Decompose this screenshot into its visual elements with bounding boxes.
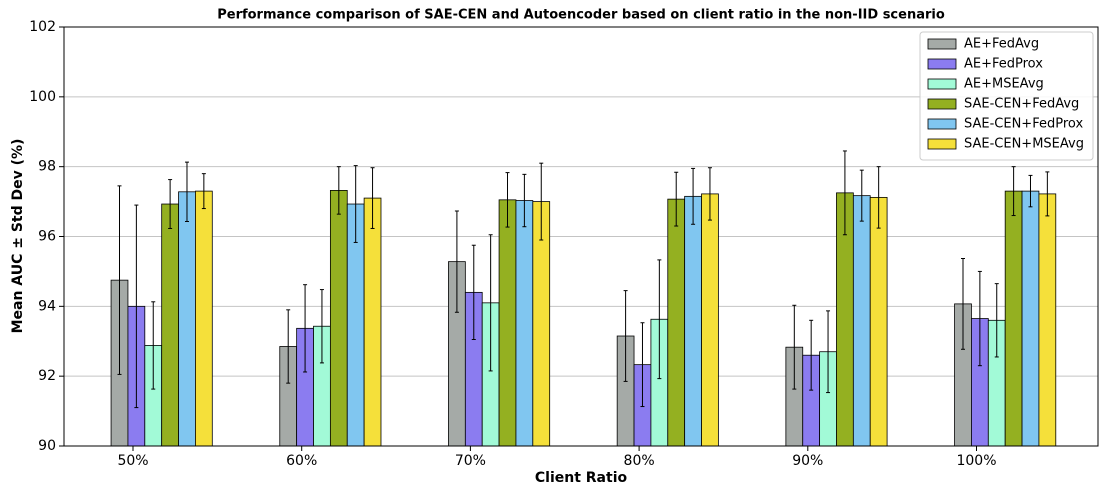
bar bbox=[667, 198, 686, 447]
legend-label: SAE-CEN+FedProx bbox=[964, 117, 1083, 132]
error-bar bbox=[977, 270, 982, 367]
error-bar bbox=[201, 173, 206, 210]
x-tick-label: 80% bbox=[624, 453, 655, 469]
error-bar bbox=[876, 166, 881, 229]
plot-frame bbox=[63, 26, 1099, 447]
error-bar bbox=[353, 165, 358, 243]
error-bar bbox=[1045, 171, 1050, 217]
x-tick-label: 60% bbox=[286, 453, 317, 469]
error-bar bbox=[168, 179, 173, 229]
y-tick-label: 90 bbox=[38, 438, 56, 454]
bar bbox=[329, 190, 348, 447]
chart-title: Performance comparison of SAE-CEN and Au… bbox=[217, 8, 945, 23]
error-bar bbox=[994, 283, 999, 358]
legend-label: SAE-CEN+MSEAvg bbox=[964, 137, 1084, 152]
error-bar bbox=[370, 167, 375, 229]
bar bbox=[363, 197, 382, 447]
error-bar bbox=[505, 172, 510, 228]
y-tick-label: 96 bbox=[38, 229, 56, 245]
legend-box bbox=[919, 31, 1094, 161]
error-bar bbox=[336, 166, 341, 215]
error-bar bbox=[522, 173, 527, 228]
error-bar bbox=[488, 234, 493, 372]
bar bbox=[515, 200, 534, 447]
error-bar bbox=[859, 169, 864, 222]
legend-swatch bbox=[927, 38, 957, 50]
legend-label: AE+FedAvg bbox=[964, 37, 1039, 52]
error-bar bbox=[792, 304, 797, 390]
bar bbox=[684, 195, 702, 447]
error-bar bbox=[319, 289, 324, 364]
y-tick-label: 102 bbox=[29, 19, 56, 35]
y-tick-label: 100 bbox=[29, 89, 56, 105]
legend-label: AE+FedProx bbox=[964, 57, 1043, 72]
bar bbox=[1038, 193, 1057, 447]
error-bar bbox=[471, 244, 476, 341]
error-bar bbox=[809, 319, 814, 391]
error-bar bbox=[151, 301, 156, 390]
y-tick-label: 98 bbox=[38, 159, 56, 175]
error-bar bbox=[674, 171, 679, 227]
error-bar bbox=[303, 284, 308, 373]
legend-swatch bbox=[927, 78, 957, 90]
error-bar bbox=[826, 310, 831, 394]
bar bbox=[195, 190, 213, 447]
bar bbox=[178, 191, 196, 447]
x-tick-label: 50% bbox=[117, 453, 148, 469]
legend-swatch bbox=[927, 138, 957, 150]
bar bbox=[701, 193, 719, 447]
error-bar bbox=[961, 257, 966, 350]
error-bar bbox=[657, 259, 662, 380]
bar bbox=[1021, 190, 1040, 447]
legend-label: AE+MSEAvg bbox=[964, 77, 1044, 92]
bar bbox=[498, 199, 517, 447]
bar bbox=[852, 195, 871, 447]
error-bar bbox=[286, 309, 291, 384]
legend-label: SAE-CEN+FedAvg bbox=[964, 97, 1079, 112]
error-bar bbox=[1028, 174, 1033, 208]
error-bar bbox=[539, 162, 544, 241]
y-tick-label: 92 bbox=[38, 368, 56, 384]
error-bar bbox=[184, 161, 189, 222]
bar bbox=[869, 196, 888, 447]
y-axis-label: Mean AUC ± Std Dev (%) bbox=[10, 139, 26, 334]
x-tick-label: 90% bbox=[792, 453, 823, 469]
bar bbox=[161, 203, 179, 447]
error-bar bbox=[454, 210, 459, 313]
error-bar bbox=[691, 167, 696, 225]
error-bar bbox=[117, 185, 122, 375]
error-bar bbox=[134, 204, 139, 409]
bar bbox=[1004, 190, 1023, 447]
y-tick-label: 94 bbox=[38, 298, 56, 314]
legend-swatch bbox=[927, 98, 957, 110]
legend-swatch bbox=[927, 118, 957, 130]
x-tick-label: 70% bbox=[455, 453, 486, 469]
error-bar bbox=[842, 150, 847, 236]
x-tick-label: 100% bbox=[956, 453, 996, 469]
error-bar bbox=[640, 322, 645, 408]
legend-swatch bbox=[927, 58, 957, 70]
error-bar bbox=[707, 167, 712, 221]
error-bar bbox=[1011, 166, 1016, 217]
error-bar bbox=[623, 290, 628, 382]
x-axis-label: Client Ratio bbox=[535, 470, 628, 486]
